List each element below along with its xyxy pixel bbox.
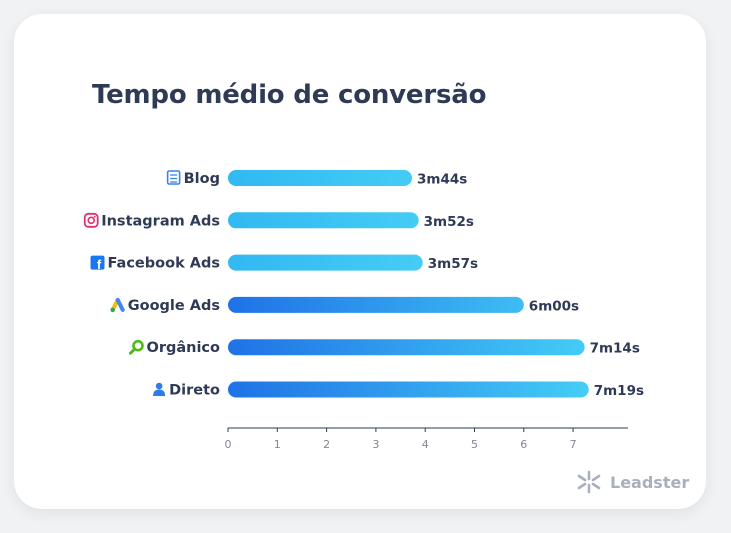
bar-value-label: 3m57s (428, 256, 478, 272)
bar (228, 170, 413, 186)
chart-title: Tempo médio de conversão (92, 80, 487, 110)
bar-value-label: 7m19s (594, 383, 644, 399)
bar (228, 212, 419, 229)
category-label: Facebook Ads (108, 256, 221, 272)
bar (228, 254, 423, 271)
bars-layer (228, 170, 589, 398)
bar-value-label: 7m14s (590, 341, 640, 357)
category-label: Instagram Ads (101, 213, 220, 229)
bar-value-label: 6m00s (529, 298, 579, 314)
category-label: Orgânico (147, 340, 221, 356)
brand-logo: Leadster (576, 470, 689, 494)
blog-icon (166, 170, 181, 185)
labels-layer: 3m44s Blog 3m52s Instagram Ads 3m57s Facebook… (83, 170, 644, 399)
bar (228, 296, 524, 313)
x-tick-label: 1 (274, 438, 281, 451)
x-tick-label: 0 (225, 438, 232, 451)
search-icon (129, 339, 144, 355)
instagram-icon (83, 212, 99, 228)
x-tick-label: 3 (372, 438, 379, 451)
category-label: Google Ads (128, 298, 220, 314)
x-tick-label: 4 (422, 438, 429, 451)
svg-text:f: f (97, 257, 102, 272)
x-tick-label: 6 (520, 438, 527, 451)
x-tick-label: 7 (570, 438, 577, 451)
bar (228, 339, 585, 356)
x-axis: 0 1 2 3 4 5 6 7 (225, 427, 628, 451)
bar-value-label: 3m44s (417, 172, 467, 188)
bar-value-label: 3m52s (424, 214, 474, 230)
brand-name: Leadster (610, 472, 690, 492)
category-label: Blog (184, 171, 220, 187)
facebook-icon: f (90, 255, 105, 272)
category-label: Direto (169, 383, 220, 399)
user-icon (153, 382, 166, 396)
leadster-logo-icon (577, 470, 601, 494)
x-tick-label: 5 (471, 438, 478, 451)
google-ads-icon (110, 297, 125, 313)
x-tick-label: 2 (323, 438, 330, 451)
bar (228, 381, 589, 398)
